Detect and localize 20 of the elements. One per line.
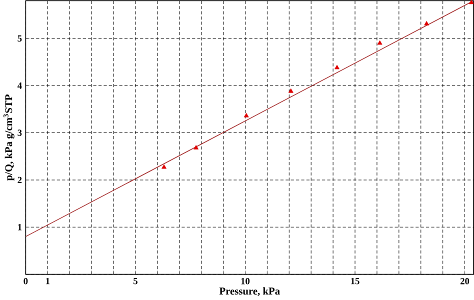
x-axis-title: Pressure, kPa xyxy=(219,287,280,296)
y-axis-title: p/Q, kPa g/cm$^{3}$STP xyxy=(3,94,14,181)
point xyxy=(424,21,430,26)
point xyxy=(288,88,294,94)
x-tick-label: 0 xyxy=(24,278,28,285)
x-tick-label: 20 xyxy=(460,278,470,285)
x-tick-label: 10 xyxy=(241,278,250,285)
x-tick-label: 1 xyxy=(46,278,50,284)
y-tick-label: 4 xyxy=(17,82,22,89)
y-tick-label: 1 xyxy=(18,224,22,230)
point xyxy=(334,65,340,70)
point xyxy=(194,145,199,150)
y-tick-label: 3 xyxy=(18,130,22,136)
x-tick-label: 15 xyxy=(351,278,360,284)
point xyxy=(162,164,166,169)
x-tick-label: 5 xyxy=(134,278,138,284)
y-tick-label: 5 xyxy=(18,36,22,42)
point xyxy=(244,113,249,118)
point xyxy=(377,40,382,45)
y-tick-label: 2 xyxy=(18,177,22,184)
